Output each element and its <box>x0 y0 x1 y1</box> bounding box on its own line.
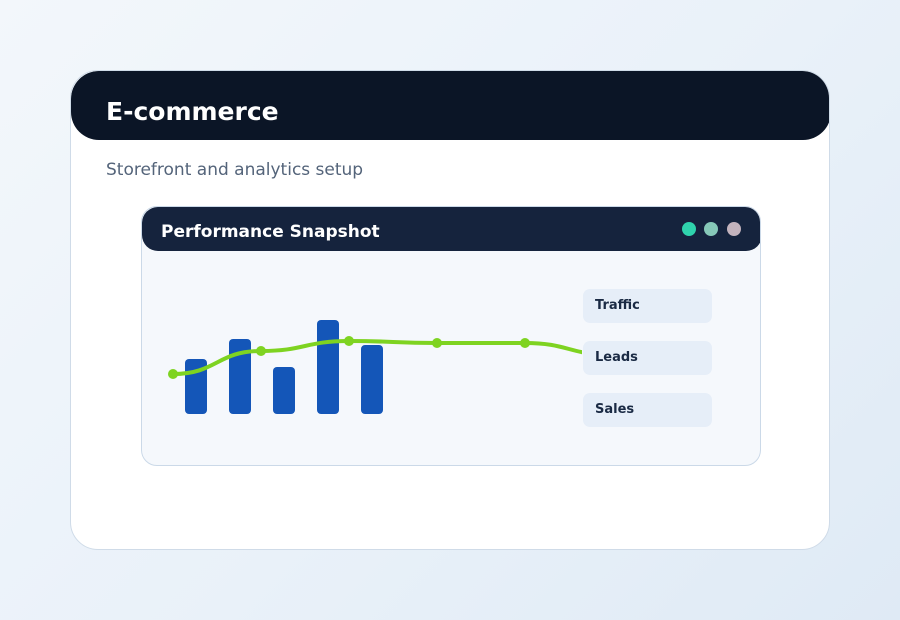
performance-chart <box>168 320 582 414</box>
legend-label-sales: Sales <box>595 402 635 417</box>
card-subtitle: Storefront and analytics setup <box>106 160 364 180</box>
legend-item-traffic[interactable]: Traffic <box>583 289 712 323</box>
legend-item-leads[interactable]: Leads <box>583 341 712 375</box>
window-dot-mauve-icon[interactable] <box>727 222 741 236</box>
project-card: E-commerce Storefront and analytics setu… <box>70 70 830 550</box>
chart-point <box>168 369 178 379</box>
chart-bar <box>317 320 339 414</box>
chart-point <box>432 338 442 348</box>
panel-title: Performance Snapshot <box>161 222 380 242</box>
chart-bar <box>229 339 251 414</box>
legend-label-traffic: Traffic <box>595 298 640 313</box>
chart-bar <box>273 367 295 414</box>
chart-point <box>520 338 530 348</box>
window-dot-teal-icon[interactable] <box>704 222 718 236</box>
legend-label-leads: Leads <box>595 350 638 365</box>
card-header: E-commerce <box>71 71 829 140</box>
card-title: E-commerce <box>106 97 279 126</box>
performance-panel: Performance Snapshot Traffic Leads Sales <box>141 206 761 466</box>
chart-bar <box>361 345 383 414</box>
chart-point <box>256 346 266 356</box>
panel-header: Performance Snapshot <box>142 207 760 251</box>
legend-item-sales[interactable]: Sales <box>583 393 712 427</box>
window-dot-green-icon[interactable] <box>682 222 696 236</box>
chart-point <box>344 336 354 346</box>
